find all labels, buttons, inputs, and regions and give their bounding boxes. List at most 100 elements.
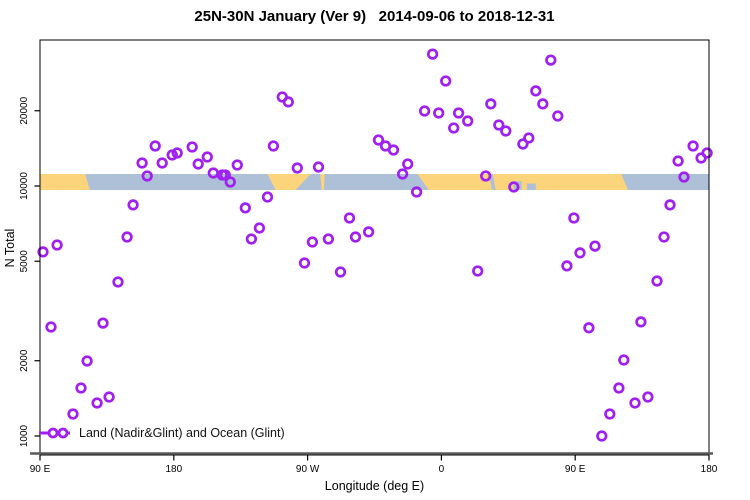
data-point [433,107,445,119]
data-point [517,138,529,150]
data-point [678,171,690,183]
data-point [552,110,564,122]
data-point [362,226,375,238]
data-point [141,170,153,182]
data-point [452,107,465,119]
data-point [545,54,557,66]
data-point [596,430,608,442]
data-point [583,322,595,334]
data-point [574,247,586,259]
legend-label: Land (Nadir&Glint) and Ocean (Glint) [79,426,285,440]
chart-title: 25N-30N January (Ver 9) 2014-09-06 to 20… [194,8,555,25]
y-tick-label: 20000 [19,96,30,124]
data-point [201,151,213,163]
data-point [651,275,663,287]
data-point [537,98,549,110]
data-point [253,222,266,234]
data-point [402,158,414,170]
data-point [618,354,630,366]
x-tick-label: 90 E [30,464,51,475]
data-point [97,317,109,329]
y-tick-label: 1000 [19,424,30,447]
data-point [136,157,148,169]
map-band-land-florida [320,174,325,190]
data-point [561,260,573,272]
data-point [480,170,492,182]
data-point [426,48,439,60]
data-point [186,141,198,153]
data-point [418,105,431,117]
x-tick-label: 180 [701,464,718,475]
data-point [37,246,49,258]
map-band-land-africa-middle-east-asia [417,174,628,190]
map-band-land-east-asia [40,174,90,190]
data-point [462,115,474,127]
data-point [613,382,625,394]
x-axis-title: Longitude (deg E) [324,479,425,493]
data-point [231,159,243,171]
data-point [171,147,183,159]
data-point [440,75,452,87]
data-point [261,191,274,203]
data-point [91,397,103,409]
data-point [291,162,303,174]
data-point [282,96,294,108]
data-point [568,212,580,224]
data-point [239,202,251,214]
plot-border [39,39,710,456]
y-tick-label: 5000 [19,250,30,273]
data-point [112,276,124,288]
data-point [306,236,319,248]
data-point [349,231,362,243]
scatter-series [37,48,713,442]
data-point [604,408,616,420]
data-point [312,161,325,173]
data-point [472,265,484,277]
data-point [224,176,236,188]
data-point [493,119,505,131]
data-point [45,321,57,333]
data-point [127,199,139,211]
x-tick-label: 0 [439,464,445,475]
data-point [410,186,423,198]
data-point [334,266,347,278]
data-point [67,408,79,420]
data-point [245,233,258,245]
data-point [267,140,280,152]
x-tick-label: 90 W [296,464,320,475]
y-tick-label: 2000 [19,349,30,372]
data-point [687,140,699,152]
data-point [103,391,115,403]
map-band [40,174,709,190]
data-point [298,257,311,269]
data-point [530,85,542,97]
data-point [207,167,219,179]
data-point [629,397,641,409]
data-point [322,233,335,245]
data-point [156,157,168,169]
legend-point-icon [47,427,59,439]
data-point [75,382,87,394]
data-point [658,231,670,243]
data-point [485,98,497,110]
legend-point-icon [57,427,69,439]
data-point [219,169,231,181]
data-point [387,144,400,156]
data-point [51,239,63,251]
data-point [500,125,512,137]
data-point [372,134,385,146]
map-band-land-mexico-gulf-coast [267,174,311,190]
data-point [523,132,535,144]
data-point [448,122,460,134]
data-point [642,391,654,403]
data-point [664,199,676,211]
data-point [149,140,161,152]
data-point [192,158,204,170]
x-tick-label: 180 [165,464,182,475]
data-point [701,147,713,159]
data-point [343,212,356,224]
data-point [396,168,409,180]
data-point [589,240,601,252]
